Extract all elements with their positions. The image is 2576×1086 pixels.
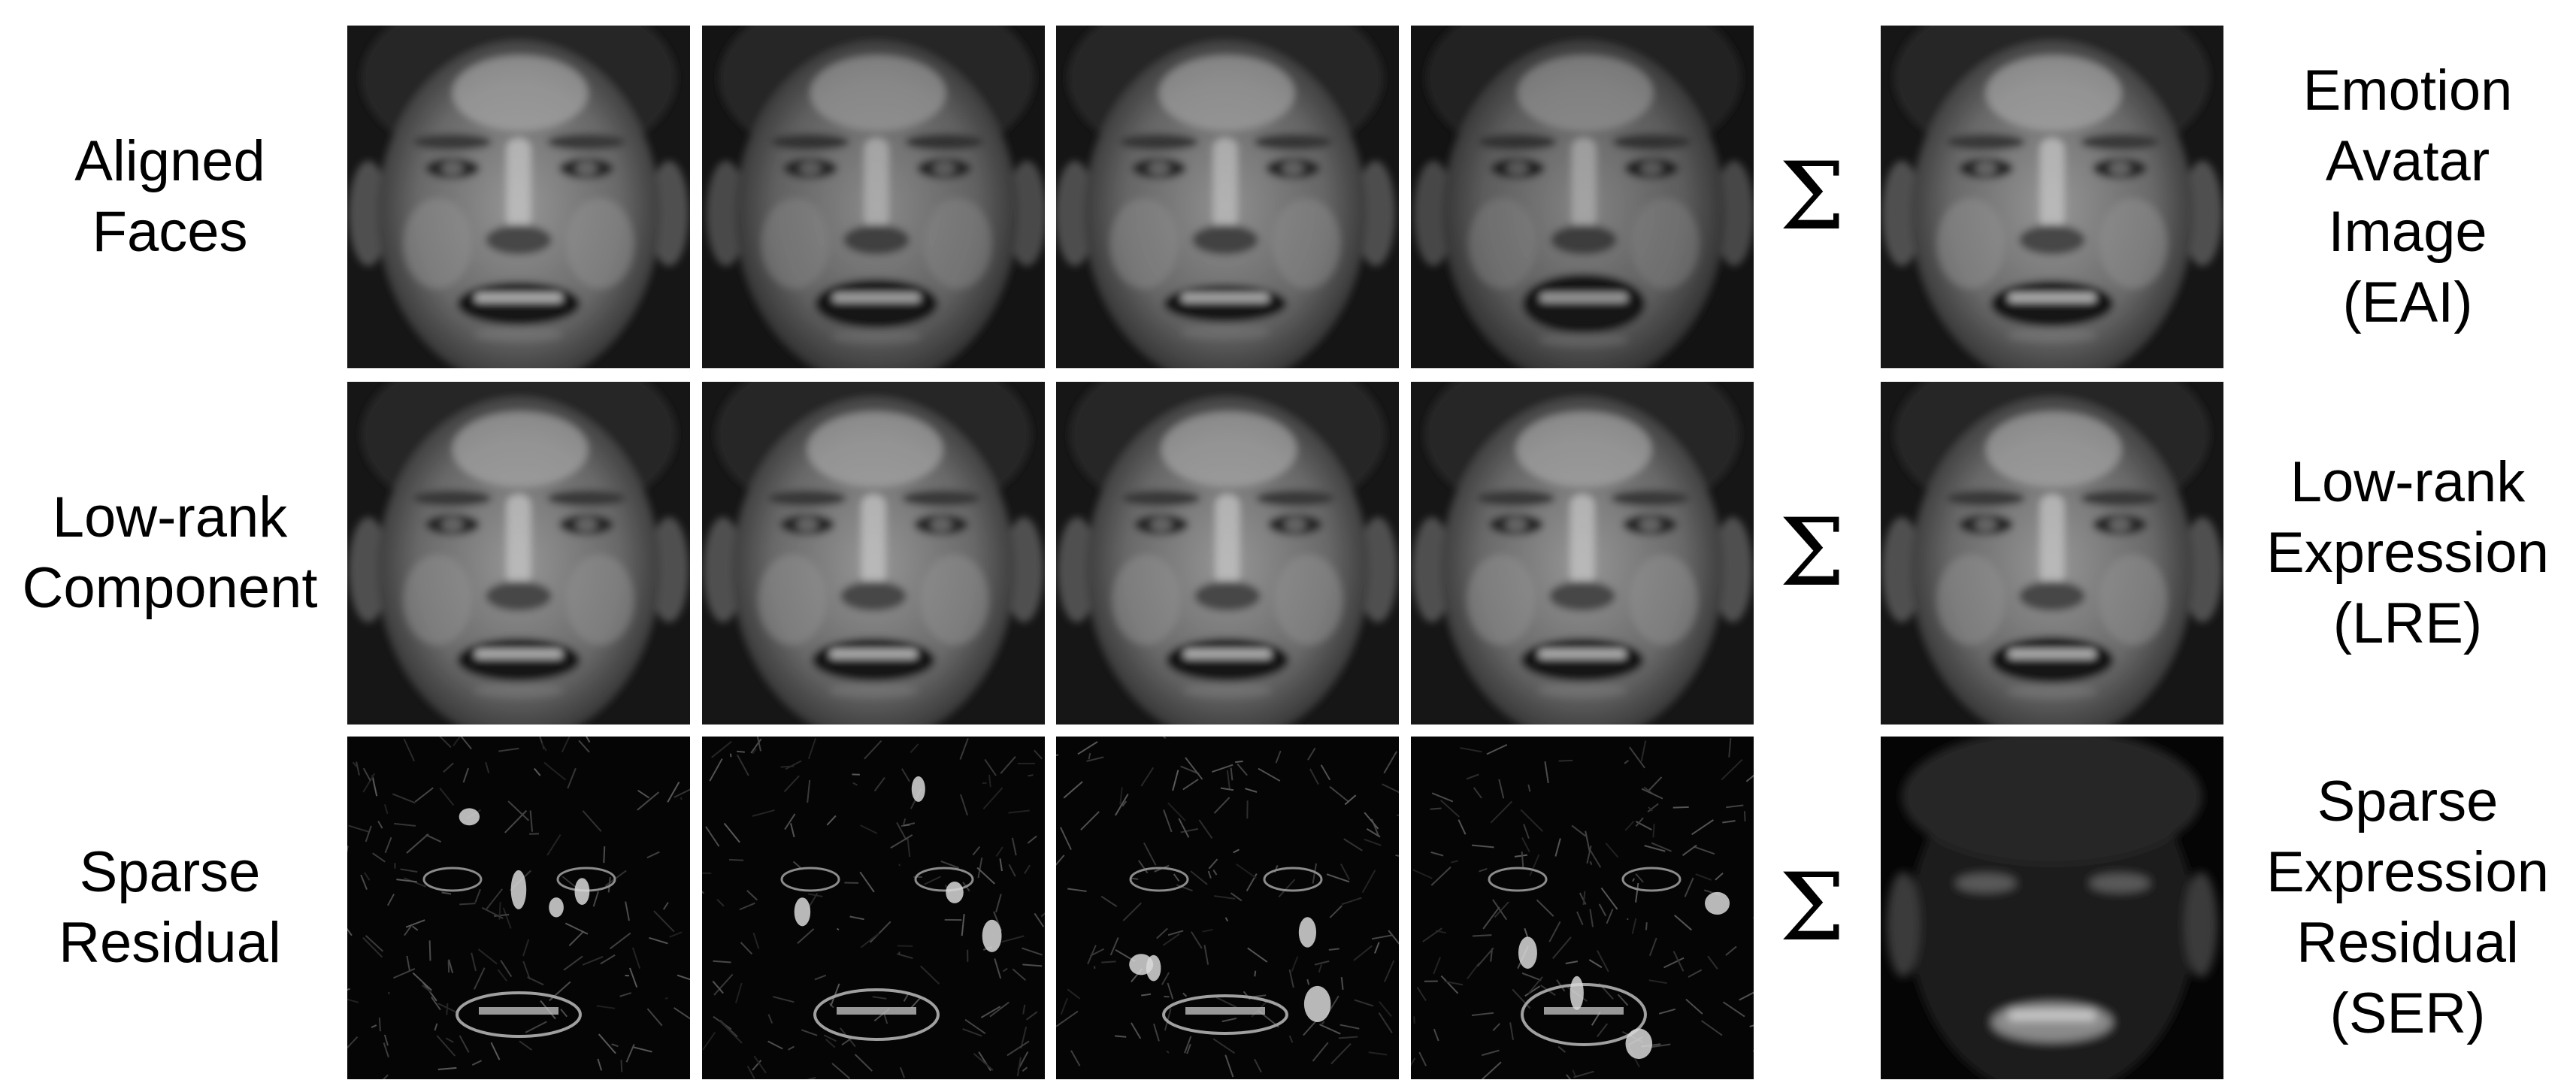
lowrank-frame-2-image [702, 382, 1045, 725]
result-label-lowrank-line: Low-rank [2290, 450, 2526, 514]
lowrank-frame-4 [1411, 382, 1754, 725]
aligned-frame-2 [702, 26, 1045, 368]
summation-symbol: Σ [1779, 143, 1845, 251]
lowrank-frame-1 [347, 382, 690, 725]
row-label-sparse-line: Sparse [79, 840, 261, 904]
result-label-lowrank-line: (LRE) [2332, 591, 2483, 655]
lowrank-frame-2 [702, 382, 1045, 725]
row-label-sparse: Sparse Residual [5, 837, 335, 979]
result-label-lowrank: Low-rank Expression (LRE) [2235, 447, 2576, 659]
result-label-sparse-line: (SER) [2329, 982, 2486, 1045]
sparse-frame-3 [1056, 737, 1399, 1079]
result-label-sparse: Sparse Expression Residual (SER) [2235, 767, 2576, 1049]
aligned-frame-1 [347, 26, 690, 368]
result-label-lowrank-line: Expression [2266, 521, 2549, 585]
row-label-aligned: Aligned Faces [5, 126, 335, 268]
sparse-summary-image-image [1881, 737, 2223, 1079]
sparse-frame-1 [347, 737, 690, 1079]
sparse-frame-3-image [1056, 737, 1399, 1079]
row-label-aligned-line: Aligned [74, 129, 265, 193]
sparse-frame-2 [702, 737, 1045, 1079]
result-label-aligned-line: (EAI) [2342, 271, 2473, 334]
row-label-aligned-line: Faces [92, 200, 248, 264]
result-label-sparse-line: Residual [2296, 911, 2519, 975]
result-label-sparse-line: Sparse [2317, 770, 2499, 833]
aligned-frame-4 [1411, 26, 1754, 368]
row-label-lowrank-line: Low-rank [52, 486, 288, 549]
sparse-frame-4-image [1411, 737, 1754, 1079]
lowrank-frame-3 [1056, 382, 1399, 725]
sparse-frame-4 [1411, 737, 1754, 1079]
aligned-frame-2-image [702, 26, 1045, 368]
row-label-sparse-line: Residual [59, 911, 281, 975]
sparse-frame-1-image [347, 737, 690, 1079]
result-label-aligned-line: Avatar [2325, 129, 2490, 193]
aligned-frame-3 [1056, 26, 1399, 368]
sparse-frame-2-image [702, 737, 1045, 1079]
aligned-frame-3-image [1056, 26, 1399, 368]
aligned-summary-image [1881, 26, 2223, 368]
row-label-lowrank-line: Component [22, 556, 318, 620]
aligned-frame-1-image [347, 26, 690, 368]
lowrank-frame-3-image [1056, 382, 1399, 725]
row-label-lowrank: Low-rank Component [5, 482, 335, 624]
result-label-aligned-line: Image [2328, 200, 2487, 264]
result-label-aligned: Emotion Avatar Image (EAI) [2235, 56, 2576, 338]
lowrank-frame-4-image [1411, 382, 1754, 725]
lowrank-summary-image [1881, 382, 2223, 725]
result-label-aligned-line: Emotion [2302, 59, 2513, 123]
result-label-sparse-line: Expression [2266, 840, 2549, 904]
lowrank-frame-1-image [347, 382, 690, 725]
aligned-frame-4-image [1411, 26, 1754, 368]
summation-symbol: Σ [1779, 854, 1845, 962]
lowrank-summary-image-image [1881, 382, 2223, 725]
sparse-summary-image [1881, 737, 2223, 1079]
aligned-summary-image-image [1881, 26, 2223, 368]
summation-symbol: Σ [1779, 499, 1845, 607]
